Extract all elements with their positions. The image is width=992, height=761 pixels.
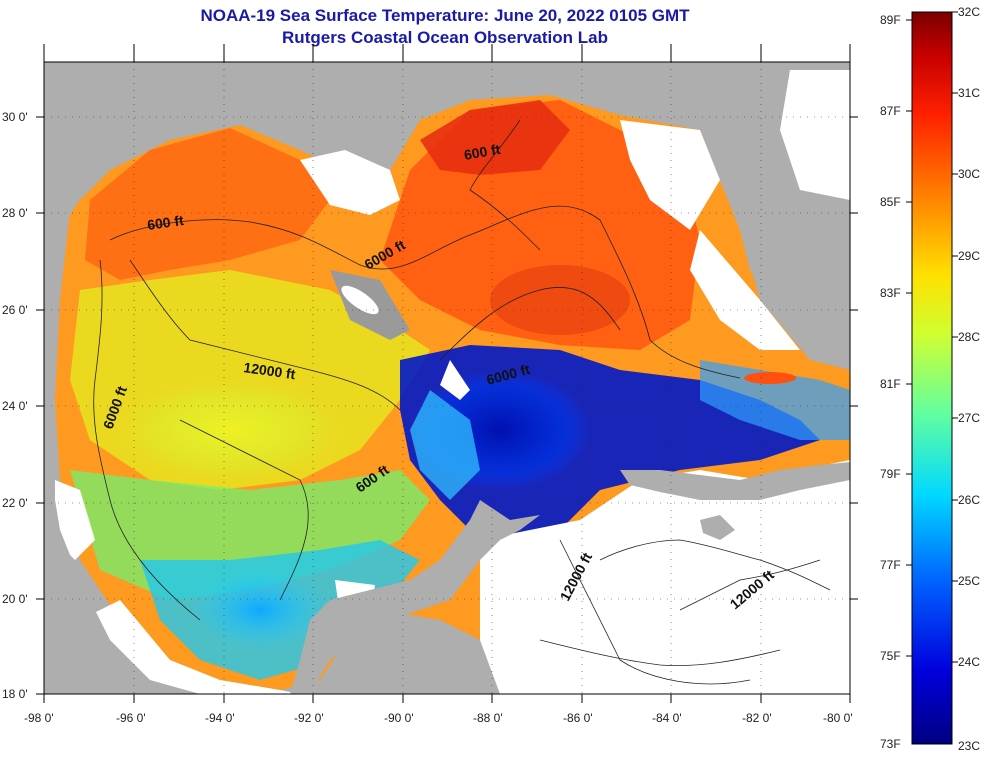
colorbar-f-label: 87F — [880, 104, 901, 118]
lat-tick: 30 0' — [2, 110, 28, 124]
colorbar-f-label: 89F — [880, 13, 901, 27]
lon-tick: -94 0' — [205, 711, 235, 725]
colorbar-c-label: 29C — [958, 249, 980, 263]
colorbar — [911, 11, 953, 745]
cyan-filament — [410, 390, 480, 500]
lon-tick: -86 0' — [563, 711, 593, 725]
lat-tick-labels: 30 0' 28 0' 26 0' 24 0' 22 0' 20 0' 18 0… — [2, 110, 28, 701]
colorbar-f-label: 79F — [880, 467, 901, 481]
colorbar-c-label: 27C — [958, 411, 980, 425]
warm-eddy — [490, 265, 630, 335]
colorbar-c-label: 26C — [958, 493, 980, 507]
lon-tick: -80 0' — [823, 711, 853, 725]
warm-region — [85, 128, 330, 280]
lon-tick: -88 0' — [473, 711, 503, 725]
plot-area: 600 ft 600 ft 6000 ft 12000 ft 6000 ft 6… — [44, 62, 850, 694]
contour-label: 600 ft — [146, 212, 185, 233]
colorbar-c-label: 30C — [958, 167, 980, 181]
hot-region — [420, 100, 570, 175]
warm-streak — [744, 372, 796, 384]
tick-marks — [36, 44, 858, 703]
lon-tick-labels: -98 0' -96 0' -94 0' -92 0' -90 0' -88 0… — [24, 711, 853, 725]
lat-tick: 20 0' — [2, 592, 28, 606]
map-title: NOAA-19 Sea Surface Temperature: June 20… — [200, 6, 690, 25]
colorbar-f-label: 83F — [880, 286, 901, 300]
colorbar-c-label: 32C — [958, 5, 980, 19]
contour-label: 12000 ft — [243, 359, 297, 382]
map-subtitle: Rutgers Coastal Ocean Observation Lab — [282, 28, 608, 47]
colorbar-c-label: 24C — [958, 655, 980, 669]
lake-feature — [341, 285, 379, 315]
colorbar-f-labels: 89F 87F 85F 83F 81F 79F 77F 75F 73F — [880, 13, 901, 751]
colorbar-c-label: 25C — [958, 574, 980, 588]
lat-tick: 26 0' — [2, 303, 28, 317]
bathymetry-contours — [93, 119, 831, 685]
lon-tick: -96 0' — [116, 711, 146, 725]
lat-tick: 18 0' — [2, 687, 28, 701]
lon-tick: -82 0' — [742, 711, 772, 725]
colorbar-ticks — [906, 11, 958, 663]
colorbar-f-label: 73F — [880, 737, 901, 751]
colorbar-c-labels: 32C 31C 30C 29C 28C 27C 26C 25C 24C 23C — [958, 5, 980, 753]
lat-tick: 24 0' — [2, 399, 28, 413]
blue-patch-bay — [190, 570, 330, 650]
lat-tick: 28 0' — [2, 206, 28, 220]
lat-tick: 22 0' — [2, 496, 28, 510]
land-masses — [44, 62, 850, 694]
lon-tick: -92 0' — [294, 711, 324, 725]
colorbar-c-label: 31C — [958, 86, 980, 100]
colorbar-f-label: 85F — [880, 195, 901, 209]
plot-frame — [43, 61, 851, 695]
contour-label: 600 ft — [463, 141, 502, 163]
lon-tick: -98 0' — [24, 711, 54, 725]
yellow-core — [120, 380, 340, 480]
lon-tick: -90 0' — [384, 711, 414, 725]
colorbar-c-label: 28C — [958, 330, 980, 344]
straits-region — [700, 360, 850, 440]
lon-tick: -84 0' — [652, 711, 682, 725]
colorbar-f-label: 77F — [880, 558, 901, 572]
colorbar-f-label: 75F — [880, 649, 901, 663]
colorbar-f-label: 81F — [880, 377, 901, 391]
colorbar-c-label: 23C — [958, 739, 980, 753]
graticule — [44, 62, 850, 694]
